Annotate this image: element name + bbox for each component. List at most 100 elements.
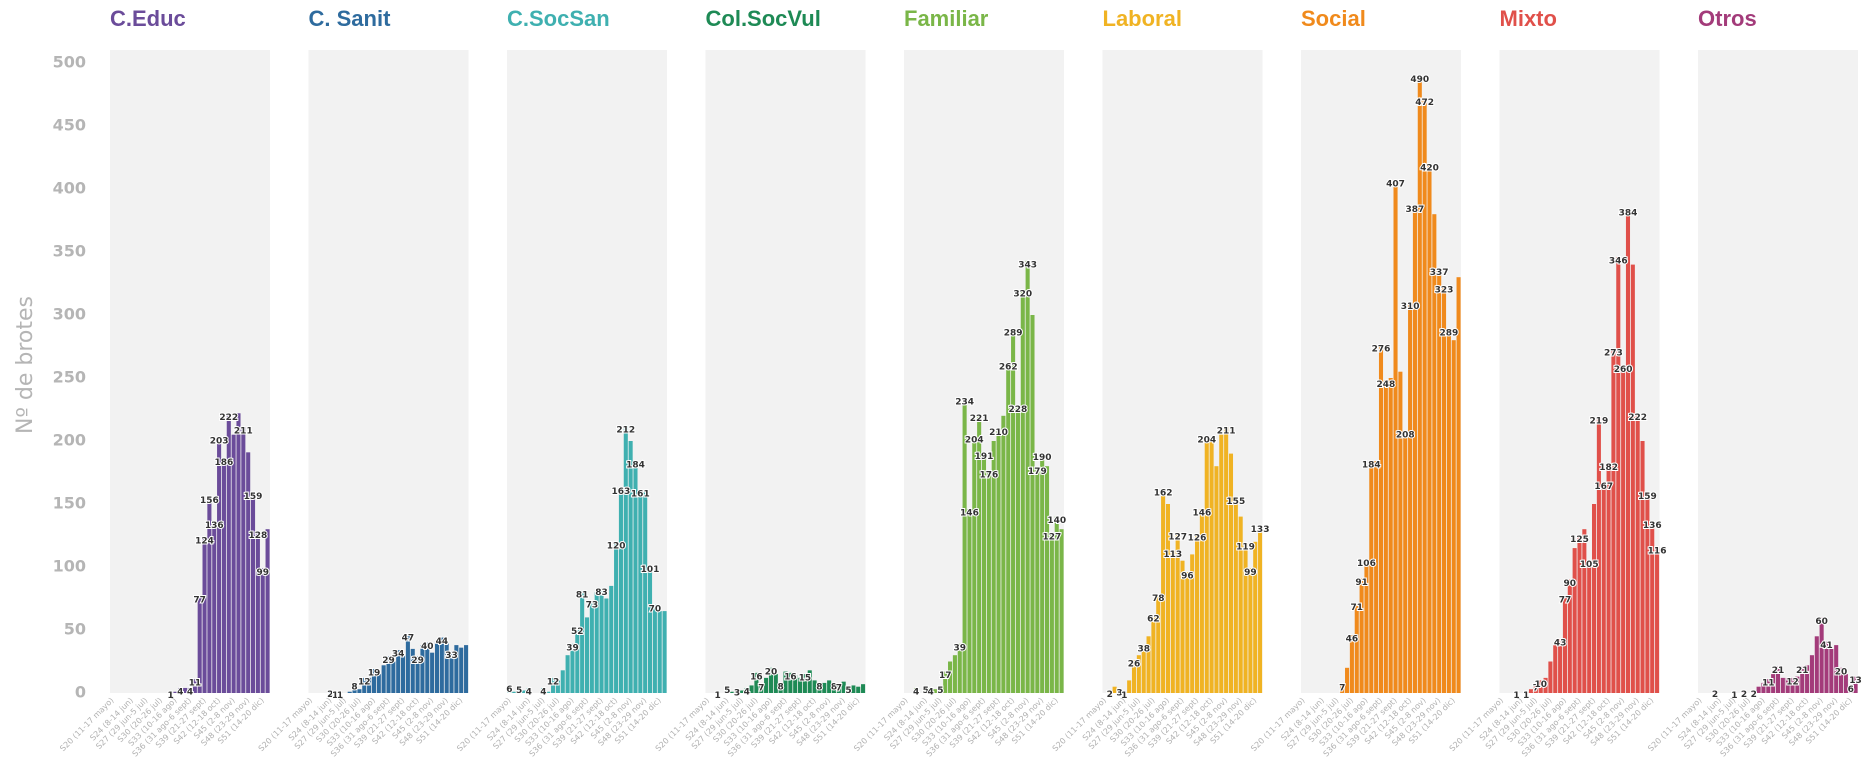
value-label: 26: [1128, 660, 1141, 670]
value-label: 346: [1609, 257, 1628, 267]
value-label: 34: [392, 650, 405, 660]
value-label: 221: [970, 414, 989, 424]
panel-title: Otros: [1698, 6, 1757, 31]
bar: [1616, 257, 1621, 693]
value-label: 60: [1815, 617, 1828, 627]
y-tick-label: 350: [53, 242, 86, 261]
value-label: 203: [210, 437, 229, 447]
bar: [1538, 680, 1543, 693]
y-tick-label: 100: [53, 557, 86, 576]
bar: [1151, 614, 1156, 693]
value-label: 113: [1163, 550, 1182, 560]
bar: [405, 633, 410, 693]
value-label: 190: [1033, 453, 1052, 463]
bar: [1756, 686, 1761, 693]
y-tick-label: 300: [53, 305, 86, 324]
value-label: 106: [1357, 559, 1376, 569]
bar: [1059, 529, 1064, 693]
value-label: 7: [1339, 684, 1345, 694]
bar: [401, 655, 406, 693]
value-label: 119: [1236, 543, 1255, 553]
bar: [594, 592, 599, 693]
bar: [943, 671, 948, 693]
panel-background: [705, 50, 866, 693]
bar: [202, 536, 207, 693]
value-label: 8: [816, 682, 822, 692]
bar: [1621, 365, 1626, 693]
value-label: 8: [351, 682, 357, 692]
bar: [589, 601, 594, 693]
value-label: 15: [799, 674, 812, 684]
bar: [265, 529, 270, 693]
bar: [1258, 525, 1263, 693]
bar: [1369, 461, 1374, 693]
bar: [647, 565, 653, 693]
value-label: 33: [445, 651, 458, 661]
bar: [1219, 434, 1224, 693]
value-label: 2: [327, 690, 333, 700]
bar: [526, 687, 531, 693]
bar: [1587, 560, 1592, 693]
bar: [1020, 289, 1025, 693]
value-label: 136: [1643, 521, 1662, 531]
bar: [1393, 180, 1398, 693]
bar: [546, 691, 551, 693]
value-label: 260: [1614, 365, 1633, 375]
y-tick-label: 150: [53, 494, 86, 513]
value-label: 186: [215, 458, 234, 468]
value-label: 159: [1638, 492, 1657, 502]
value-label: 146: [1192, 509, 1211, 519]
value-label: 179: [1028, 467, 1047, 477]
bar: [1809, 655, 1814, 693]
value-label: 52: [571, 627, 584, 637]
bar: [1780, 677, 1785, 693]
value-label: 289: [1439, 328, 1458, 338]
bar: [638, 490, 643, 693]
bar: [1011, 328, 1016, 693]
bar: [1359, 578, 1364, 693]
bar: [1824, 641, 1829, 693]
bar: [1592, 504, 1597, 693]
value-label: 4: [177, 687, 183, 697]
bar: [952, 655, 957, 693]
value-label: 176: [979, 471, 998, 481]
bar: [1107, 690, 1112, 693]
bar: [391, 661, 396, 693]
value-label: 208: [1396, 430, 1415, 440]
bar: [986, 471, 991, 693]
bar: [1199, 509, 1204, 693]
value-label: 127: [1042, 532, 1061, 542]
value-label: 5: [516, 686, 522, 696]
value-label: 184: [626, 461, 645, 471]
value-label: 19: [368, 669, 381, 679]
bar: [1625, 209, 1631, 693]
bar: [1403, 430, 1408, 693]
panel-title: Col.SocVul: [706, 6, 821, 31]
bar: [1243, 543, 1248, 693]
value-label: 2: [1741, 690, 1747, 700]
bar: [807, 670, 812, 693]
value-label: 3: [734, 689, 740, 699]
bar: [928, 687, 933, 693]
bar: [444, 642, 449, 693]
bar: [178, 687, 183, 693]
bar: [938, 686, 943, 693]
y-tick-label: 50: [64, 620, 86, 639]
bar: [236, 413, 241, 693]
value-label: 1: [337, 691, 343, 701]
value-label: 29: [411, 656, 424, 666]
bar: [1650, 521, 1655, 693]
bar: [1146, 636, 1151, 693]
value-label: 116: [1648, 546, 1667, 556]
bar: [643, 491, 648, 693]
value-label: 6: [506, 685, 512, 695]
y-tick-label: 200: [53, 431, 86, 450]
bar: [1843, 674, 1848, 693]
bar: [1800, 666, 1805, 693]
bar: [1437, 268, 1442, 693]
bar: [1533, 684, 1538, 693]
bar: [221, 458, 226, 693]
bar: [1122, 691, 1127, 693]
value-label: 7: [836, 684, 842, 694]
